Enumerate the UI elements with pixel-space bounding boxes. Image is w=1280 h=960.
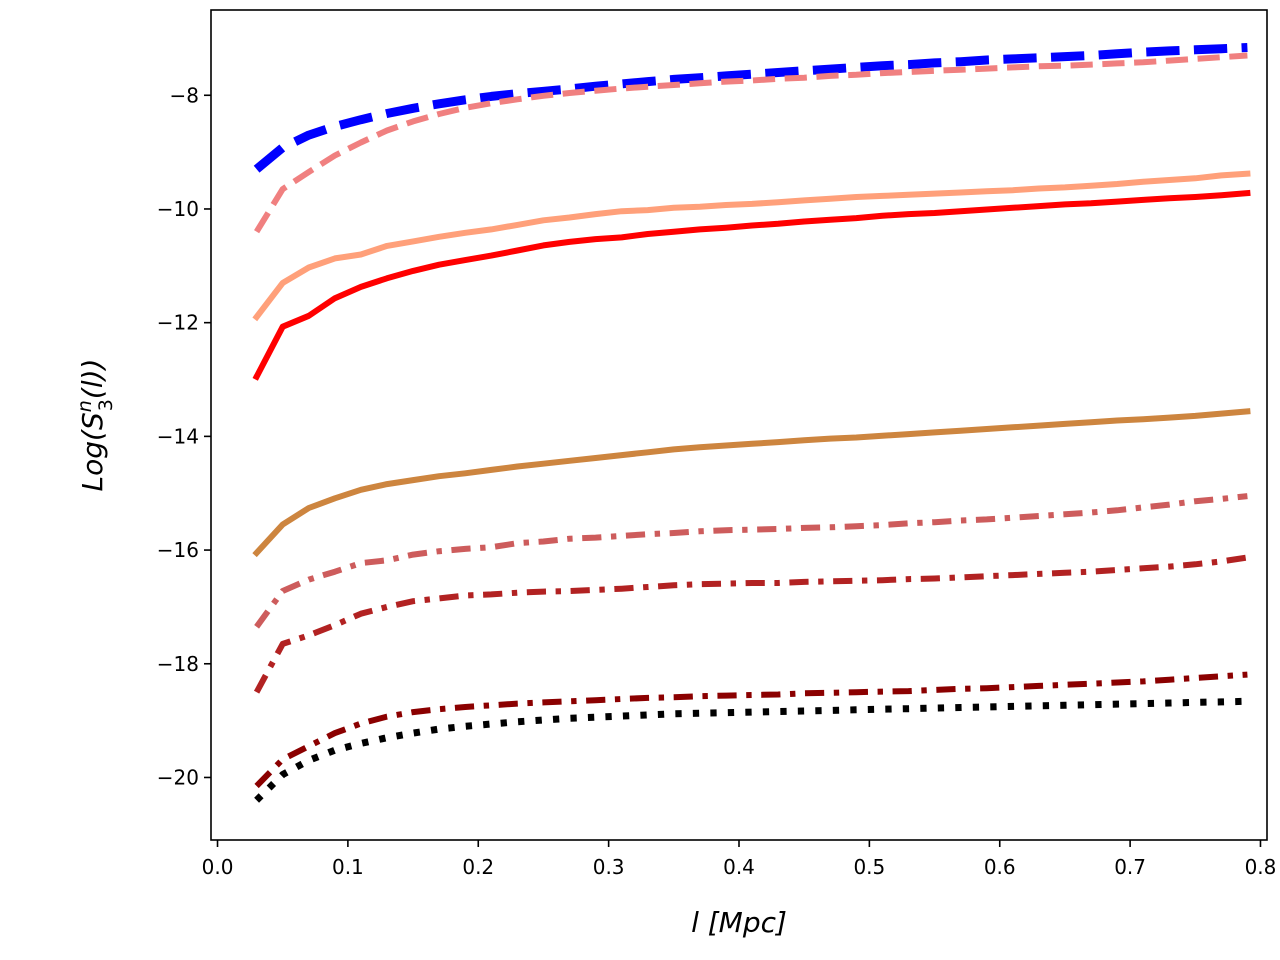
y-tick-label: −16 bbox=[157, 538, 199, 562]
series-line-lightcoral-dashed bbox=[254, 52, 1248, 234]
series-line-black-dotted bbox=[254, 697, 1248, 803]
x-tick-label: 0.4 bbox=[723, 855, 755, 879]
series-line-lightsalmon-solid bbox=[252, 170, 1251, 322]
y-tick-label: −10 bbox=[157, 197, 199, 221]
series-layer bbox=[252, 43, 1251, 803]
x-tick-label: 0.0 bbox=[202, 855, 234, 879]
x-tick-label: 0.5 bbox=[853, 855, 885, 879]
y-label-subscript: 3 bbox=[95, 399, 117, 411]
x-tick-label: 0.8 bbox=[1245, 855, 1277, 879]
series-line-darkred-dashdot bbox=[254, 671, 1248, 789]
y-tick-label: −18 bbox=[157, 652, 199, 676]
series-line-firebrick-dashdot bbox=[253, 554, 1248, 694]
y-tick-label: −12 bbox=[157, 311, 199, 335]
y-label-suffix: (l)) bbox=[76, 359, 109, 400]
y-tick-label: −14 bbox=[157, 424, 199, 448]
x-tick-label: 0.2 bbox=[462, 855, 494, 879]
y-tick-label: −8 bbox=[170, 83, 199, 107]
y-label-prefix: Log(S bbox=[76, 412, 109, 491]
x-tick-label: 0.7 bbox=[1114, 855, 1146, 879]
plot-frame bbox=[210, 9, 1268, 841]
y-tick-label: −20 bbox=[157, 765, 199, 789]
series-line-peru-solid bbox=[252, 408, 1251, 558]
y-axis-ticks: −8 −10 −12 −14 −16 −18 −20 bbox=[157, 83, 211, 789]
x-axis-ticks: 0.0 0.1 0.2 0.3 0.4 0.5 0.6 0.7 0.8 bbox=[202, 840, 1277, 879]
series-line-red-solid bbox=[252, 189, 1251, 381]
series-line-blue-dashed bbox=[253, 43, 1248, 173]
y-axis-label: Log(Sn3(l)) bbox=[74, 359, 117, 492]
x-tick-label: 0.3 bbox=[593, 855, 625, 879]
x-tick-label: 0.6 bbox=[984, 855, 1016, 879]
series-line-indianred-dashdot bbox=[254, 493, 1248, 629]
y-label-superscript: n bbox=[74, 400, 96, 412]
x-axis-label: l [Mpc] bbox=[691, 906, 787, 939]
x-tick-label: 0.1 bbox=[332, 855, 364, 879]
